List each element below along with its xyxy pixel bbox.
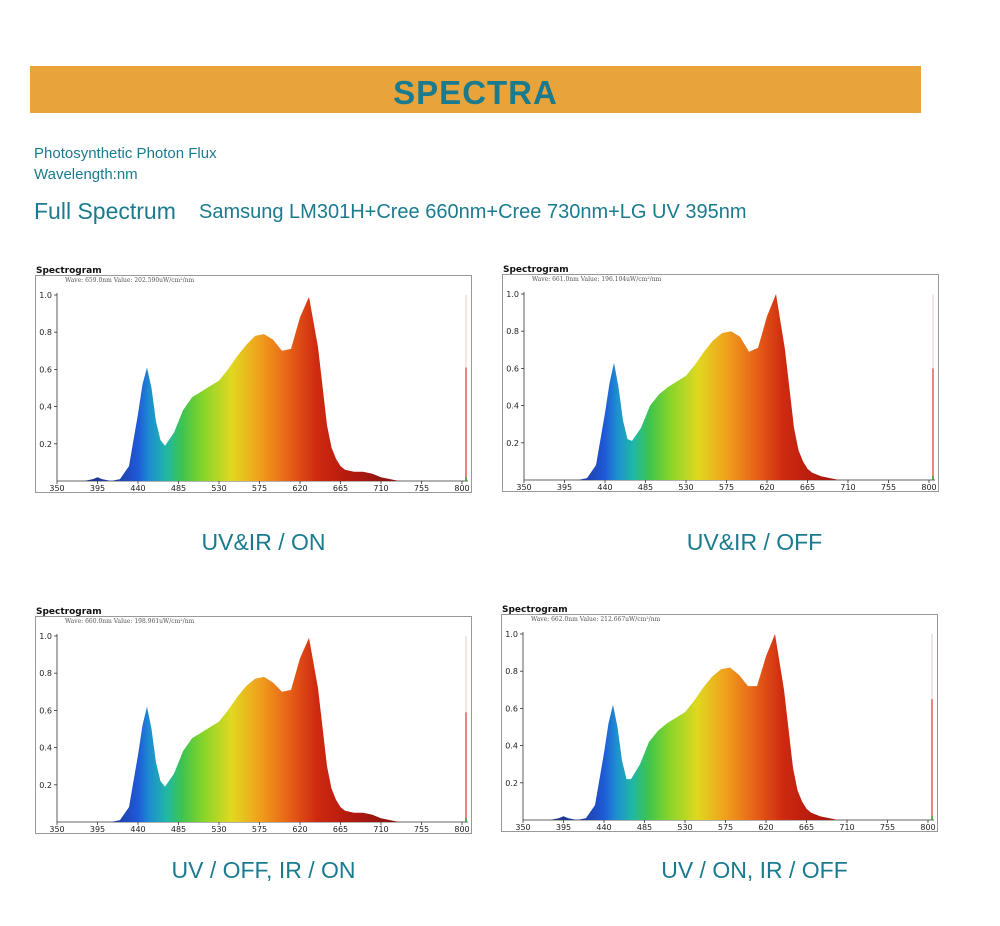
x-tick-label: 620 xyxy=(758,823,773,832)
y-tick-label: 0.8 xyxy=(506,327,519,336)
chart-title: Spectrogram xyxy=(36,266,102,276)
spectrum-area xyxy=(523,634,928,820)
x-tick-label: 395 xyxy=(90,825,105,834)
led-description: Samsung LM301H+Cree 660nm+Cree 730nm+LG … xyxy=(199,201,747,223)
wavelength-label: Wavelength:nm xyxy=(34,166,138,183)
x-tick-label: 485 xyxy=(638,483,653,492)
x-tick-label: 800 xyxy=(921,483,936,492)
readout-text: Wave: 660.0nm Value: 198.961uW/cm²/nm xyxy=(65,618,195,625)
x-tick-label: 710 xyxy=(373,484,388,493)
x-tick-label: 350 xyxy=(515,823,530,832)
caption-uv-ir-off: UV&IR / OFF xyxy=(686,529,823,555)
x-tick-label: 485 xyxy=(171,825,186,834)
y-tick-label: 0.4 xyxy=(39,403,52,412)
y-tick-label: 0.8 xyxy=(39,669,52,678)
readout-text: Wave: 662.0nm Value: 212.667uW/cm²/nm xyxy=(531,616,661,623)
spectrogram-panel-2: Spectrogram Wave: 661.0nm Value: 196.104u… xyxy=(502,264,939,492)
x-tick-label: 665 xyxy=(333,825,348,834)
caption-uv-ir-on: UV&IR / ON xyxy=(201,529,326,555)
caption-uv-on-ir-off: UV / ON, IR / OFF xyxy=(661,857,848,883)
page-title: SPECTRA xyxy=(393,74,558,111)
x-tick-label: 800 xyxy=(454,825,469,834)
spectrogram-panel-1: Spectrogram Wave: 659.0nm Value: 202.590u… xyxy=(35,265,472,493)
spectrogram-panel-3: Spectrogram Wave: 660.0nm Value: 198.961u… xyxy=(35,606,472,834)
x-tick-label: 440 xyxy=(597,483,612,492)
x-tick-label: 755 xyxy=(414,825,429,834)
y-tick-label: 0.2 xyxy=(506,439,519,448)
chart-title: Spectrogram xyxy=(36,607,102,617)
x-tick-label: 620 xyxy=(759,483,774,492)
y-tick-label: 0.8 xyxy=(39,328,52,337)
x-tick-label: 350 xyxy=(516,483,531,492)
x-tick-label: 395 xyxy=(557,483,572,492)
readout-text: Wave: 659.0nm Value: 202.590uW/cm²/nm xyxy=(65,277,195,284)
x-tick-label: 575 xyxy=(252,484,267,493)
x-tick-label: 575 xyxy=(718,823,733,832)
x-tick-label: 485 xyxy=(171,484,186,493)
x-tick-label: 800 xyxy=(920,823,935,832)
y-tick-label: 0.4 xyxy=(505,742,518,751)
y-tick-label: 0.6 xyxy=(505,704,518,713)
x-tick-label: 755 xyxy=(880,823,895,832)
x-tick-label: 530 xyxy=(211,484,226,493)
y-tick-label: 0.2 xyxy=(39,781,52,790)
y-tick-label: 0.6 xyxy=(506,364,519,373)
x-tick-label: 575 xyxy=(719,483,734,492)
y-tick-label: 1.0 xyxy=(39,632,52,641)
y-tick-label: 0.4 xyxy=(39,744,52,753)
x-tick-label: 530 xyxy=(677,823,692,832)
spectrum-area xyxy=(57,296,462,481)
x-tick-label: 710 xyxy=(839,823,854,832)
x-tick-label: 530 xyxy=(211,825,226,834)
x-tick-label: 710 xyxy=(373,825,388,834)
spectrum-area xyxy=(57,637,462,822)
x-tick-label: 440 xyxy=(130,825,145,834)
x-tick-label: 620 xyxy=(292,825,307,834)
x-tick-label: 350 xyxy=(49,825,64,834)
x-tick-label: 800 xyxy=(454,484,469,493)
y-tick-label: 0.6 xyxy=(39,365,52,374)
chart-title: Spectrogram xyxy=(502,605,568,615)
x-tick-label: 440 xyxy=(130,484,145,493)
x-tick-label: 755 xyxy=(881,483,896,492)
x-tick-label: 485 xyxy=(637,823,652,832)
x-tick-label: 620 xyxy=(292,484,307,493)
x-tick-label: 350 xyxy=(49,484,64,493)
y-tick-label: 0.4 xyxy=(506,402,519,411)
x-tick-label: 665 xyxy=(800,483,815,492)
x-tick-label: 710 xyxy=(840,483,855,492)
y-tick-label: 0.8 xyxy=(505,667,518,676)
y-tick-label: 0.2 xyxy=(505,779,518,788)
x-tick-label: 665 xyxy=(333,484,348,493)
x-tick-label: 755 xyxy=(414,484,429,493)
readout-text: Wave: 661.0nm Value: 196.104uW/cm²/nm xyxy=(532,276,662,283)
spectrum-area xyxy=(524,294,929,480)
y-tick-label: 0.2 xyxy=(39,440,52,449)
y-tick-label: 0.6 xyxy=(39,706,52,715)
caption-uv-off-ir-on: UV / OFF, IR / ON xyxy=(171,857,356,883)
x-tick-label: 575 xyxy=(252,825,267,834)
y-tick-label: 1.0 xyxy=(505,630,518,639)
full-spectrum-label: Full Spectrum xyxy=(34,198,176,224)
spectra-banner: SPECTRA xyxy=(30,66,921,113)
y-tick-label: 1.0 xyxy=(39,291,52,300)
x-tick-label: 530 xyxy=(678,483,693,492)
x-tick-label: 395 xyxy=(90,484,105,493)
x-tick-label: 665 xyxy=(799,823,814,832)
y-tick-label: 1.0 xyxy=(506,290,519,299)
ppf-label: Photosynthetic Photon Flux xyxy=(34,145,217,162)
chart-title: Spectrogram xyxy=(503,265,569,275)
x-tick-label: 440 xyxy=(596,823,611,832)
x-tick-label: 395 xyxy=(556,823,571,832)
spectrogram-panel-4: Spectrogram Wave: 662.0nm Value: 212.667u… xyxy=(501,604,938,832)
